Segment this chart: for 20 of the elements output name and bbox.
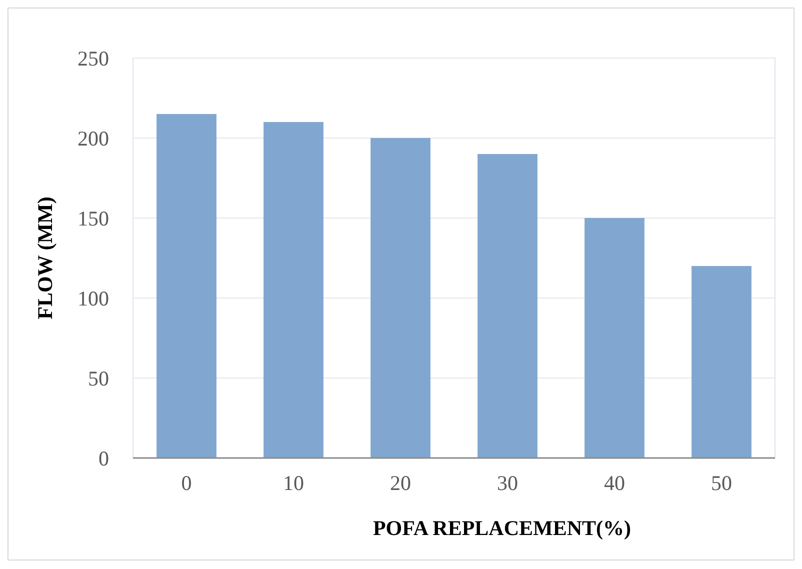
y-tick-label: 50 (88, 366, 109, 390)
x-tick-label: 10 (283, 471, 304, 495)
x-tick-label: 50 (711, 471, 732, 495)
x-tick-label: 30 (497, 471, 518, 495)
bar (264, 122, 324, 458)
y-axis-title: FLOW (MM) (33, 196, 57, 320)
bar (584, 218, 644, 458)
x-tick-label: 0 (181, 471, 192, 495)
x-axis-title: POFA REPLACEMENT(%) (372, 516, 632, 540)
x-tick-label: 20 (390, 471, 411, 495)
bar (478, 154, 538, 458)
bar (692, 266, 752, 458)
bar (156, 114, 216, 458)
y-tick-label: 150 (78, 206, 109, 230)
x-tick-label: 40 (604, 471, 625, 495)
y-tick-label: 200 (78, 126, 109, 150)
y-tick-label: 100 (78, 286, 109, 310)
y-tick-label: 0 (98, 446, 109, 470)
y-tick-label: 250 (78, 46, 109, 70)
bar (370, 138, 430, 458)
